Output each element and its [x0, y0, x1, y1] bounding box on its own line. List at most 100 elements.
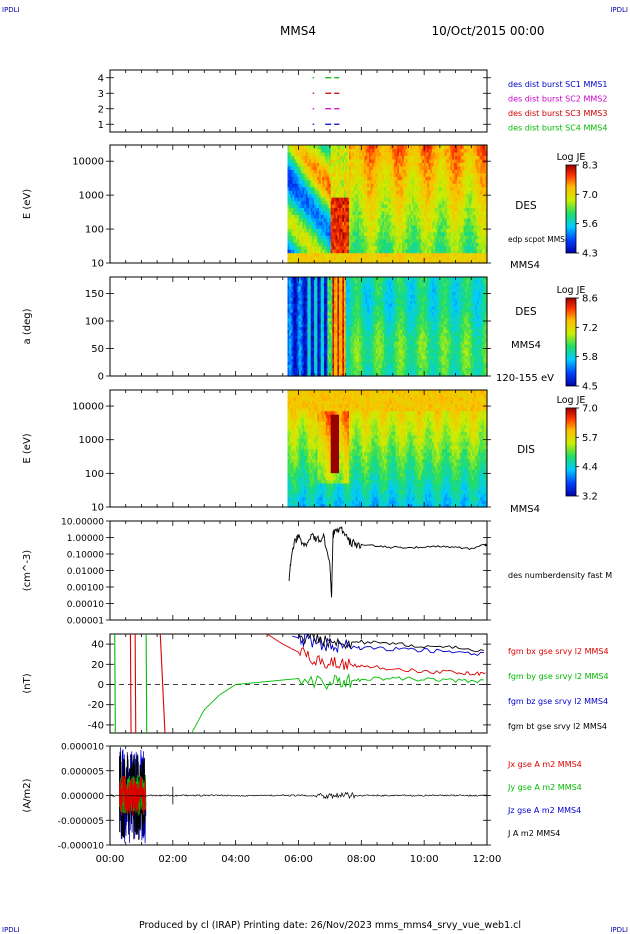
spectrogram-cell: [325, 228, 329, 233]
spectrogram-cell: [412, 145, 415, 150]
spectrogram-cell: [402, 256, 405, 261]
spectrogram-cell: [320, 361, 324, 365]
spectrogram-cell: [320, 355, 324, 360]
spectrogram-cell: [405, 165, 408, 170]
spectrogram-cell: [372, 197, 375, 202]
y-axis-label: E (eV): [22, 189, 33, 219]
spectrogram-cell: [304, 326, 307, 331]
spectrogram-cell: [455, 242, 458, 247]
spectrogram-cell: [372, 172, 375, 177]
spectrogram-cell: [442, 145, 445, 150]
spectrogram-cell: [417, 221, 420, 226]
spectrogram-cell: [297, 332, 300, 336]
spectrogram-cell: [302, 282, 305, 287]
spectrogram-cell: [345, 172, 348, 177]
spectrogram-cell: [295, 217, 299, 222]
spectrogram-cell: [468, 165, 471, 170]
spectrogram-cell: [393, 224, 397, 229]
spectrogram-cell: [440, 235, 443, 240]
spectrogram-cell: [392, 256, 395, 261]
spectrogram-cell: [299, 370, 302, 374]
spectrogram-cell: [387, 207, 390, 212]
spectrogram-cell: [355, 204, 358, 209]
spectrogram-cell: [365, 252, 368, 257]
spectrogram-cell: [453, 176, 457, 181]
spectrogram-cell: [290, 343, 294, 348]
spectrogram-cell: [362, 165, 365, 170]
spectrogram-cell: [350, 214, 353, 219]
spectrogram-cell: [300, 231, 304, 236]
spectrogram-cell: [437, 145, 440, 150]
spectrogram-cell: [470, 158, 473, 163]
spectrogram-cell: [393, 214, 397, 219]
spectrogram-cell: [307, 288, 310, 293]
spectrogram-cell: [475, 183, 478, 188]
spectrogram-cell: [332, 172, 335, 177]
spectrogram-cell: [465, 238, 468, 243]
spectrogram-cell: [330, 224, 333, 229]
spectrogram-cell: [397, 172, 400, 177]
spectrogram-cell: [447, 176, 450, 181]
spectrogram-cell: [305, 294, 309, 298]
spectrogram-cell: [392, 228, 395, 233]
spectrogram-cell: [388, 245, 392, 250]
spectrogram-cell: [319, 221, 322, 226]
spectrogram-cell: [334, 214, 337, 219]
spectrogram-cell: [435, 210, 438, 216]
spectrogram-cell: [403, 190, 407, 195]
spectrogram-cell: [305, 364, 309, 368]
spectrogram-cell: [322, 320, 325, 325]
spectrogram-cell: [475, 190, 478, 195]
spectrogram-cell: [483, 172, 486, 177]
spectrogram-cell: [460, 256, 463, 261]
spectrogram-cell: [354, 169, 357, 174]
spectrogram-cell: [435, 176, 438, 181]
spectrogram-cell: [468, 217, 471, 222]
spectrogram-cell: [380, 249, 383, 254]
spectrogram-cell: [448, 155, 452, 160]
spectrogram-cell: [440, 165, 443, 170]
spectrogram-cell: [420, 145, 423, 150]
spectrogram-cell: [468, 245, 471, 250]
spectrogram-cell: [332, 214, 335, 219]
spectrogram-cell: [470, 204, 473, 209]
spectrogram-cell: [327, 172, 330, 177]
spectrogram-cell: [388, 197, 392, 202]
spectrogram-cell: [485, 190, 488, 195]
spectrogram-cell: [377, 151, 380, 157]
spectrogram-cell: [332, 155, 335, 160]
spectrogram-cell: [450, 151, 453, 157]
spectrogram-cell: [370, 186, 373, 191]
spectrogram-cell: [310, 329, 314, 333]
spectrogram-cell: [297, 288, 300, 293]
spectrogram-cell: [327, 204, 330, 209]
spectrogram-cell: [473, 238, 476, 243]
spectrogram-cell: [287, 277, 290, 281]
spectrogram-cell: [417, 256, 420, 261]
spectrogram-cell: [383, 158, 387, 163]
spectrogram-cell: [412, 179, 415, 184]
spectrogram-cell: [472, 252, 475, 257]
spectrogram-cell: [290, 162, 294, 167]
spectrogram-cell: [305, 282, 309, 287]
spectrogram-cell: [290, 217, 294, 222]
spectrogram-cell: [448, 221, 452, 226]
spectrogram-cell: [314, 235, 317, 240]
spectrogram-cell: [425, 235, 428, 240]
spectrogram-cell: [465, 145, 468, 150]
spectrogram-cell: [320, 320, 324, 325]
spectrogram-cell: [332, 256, 335, 261]
spectrogram-cell: [413, 204, 417, 209]
spectrogram-cell: [362, 169, 365, 174]
spectrogram-cell: [452, 259, 455, 264]
spectrogram-cell: [307, 370, 310, 374]
spectrogram-cell: [403, 221, 407, 226]
spectrogram-cell: [383, 200, 387, 205]
spectrogram-cell: [292, 358, 295, 363]
spectrogram-cell: [314, 291, 317, 296]
spectrogram-cell: [329, 256, 332, 261]
spectrogram-cell: [378, 151, 382, 157]
spectrogram-cell: [352, 151, 355, 157]
spectrogram-cell: [360, 228, 363, 233]
spectrogram-cell: [337, 231, 340, 236]
